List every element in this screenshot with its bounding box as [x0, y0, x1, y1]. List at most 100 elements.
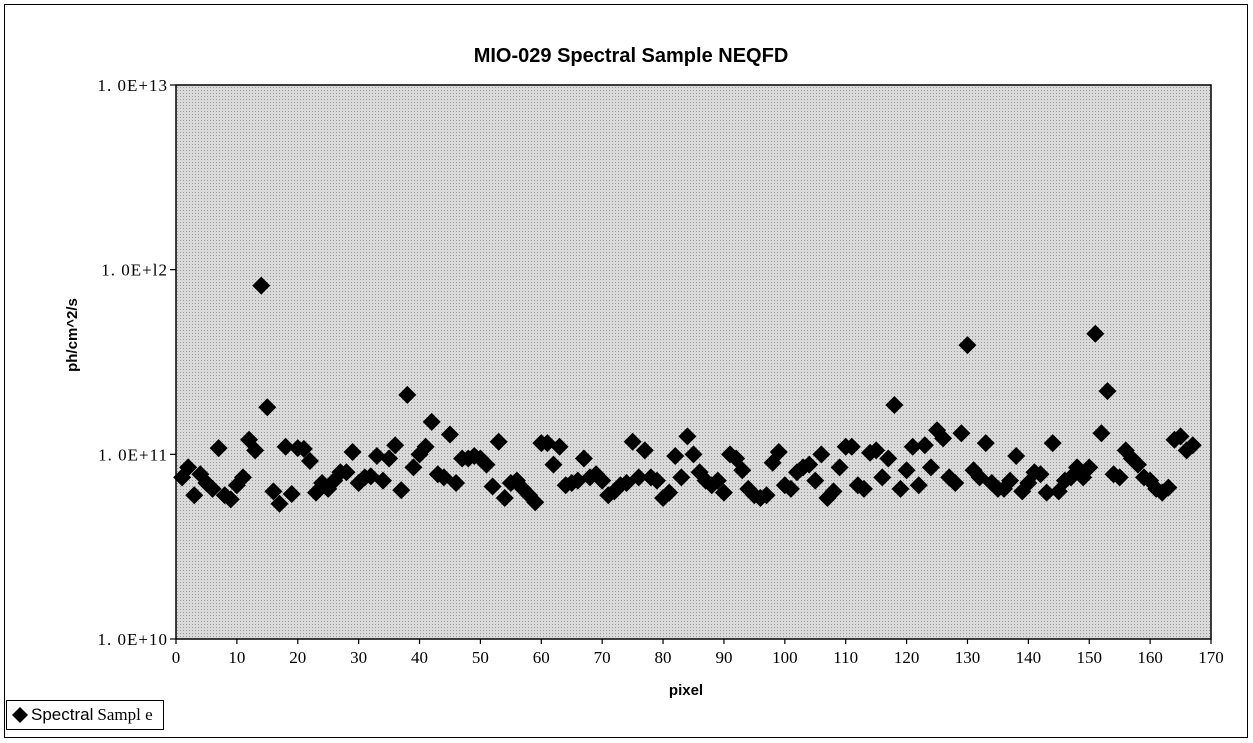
- chart-title: MIO-029 Spectral Sample NEQFD: [474, 45, 789, 67]
- data-point: [1037, 483, 1056, 502]
- data-point: [958, 336, 977, 355]
- data-point: [921, 458, 940, 477]
- x-tick-label: 150: [1076, 648, 1102, 667]
- data-point: [404, 458, 423, 477]
- data-point: [830, 458, 849, 477]
- data-point: [343, 442, 362, 461]
- data-point: [209, 439, 228, 458]
- data-point: [1183, 436, 1202, 455]
- data-point: [879, 449, 898, 468]
- y-axis-title: ph/cm^2/s: [64, 298, 81, 372]
- data-point: [233, 468, 252, 487]
- x-tick-label: 120: [894, 648, 920, 667]
- data-point: [781, 479, 800, 498]
- data-point: [483, 477, 502, 496]
- data-point: [629, 468, 648, 487]
- data-point: [240, 430, 259, 449]
- data-point: [946, 473, 965, 492]
- data-point: [1092, 424, 1111, 443]
- data-point: [1128, 455, 1147, 474]
- data-point: [806, 471, 825, 490]
- legend-marker-diamond-icon: [12, 707, 28, 723]
- data-point: [1031, 465, 1050, 484]
- data-point: [903, 437, 922, 456]
- data-point: [264, 482, 283, 501]
- data-point: [647, 471, 666, 490]
- x-tick-label: 170: [1198, 648, 1224, 667]
- data-point: [386, 436, 405, 455]
- data-point: [300, 452, 319, 471]
- data-point: [915, 436, 934, 455]
- data-point: [179, 458, 198, 477]
- data-point: [380, 449, 399, 468]
- legend: Spectral Sampl e: [6, 700, 164, 730]
- data-point: [203, 479, 222, 498]
- data-point: [800, 455, 819, 474]
- data-point: [867, 441, 886, 460]
- data-point: [934, 429, 953, 448]
- data-point: [374, 471, 392, 490]
- y-tick-label: 1. 0E+10: [98, 630, 168, 649]
- data-point: [593, 471, 612, 490]
- x-tick-label: 10: [228, 648, 245, 667]
- x-tick-label: 20: [289, 648, 306, 667]
- data-point: [812, 445, 831, 464]
- x-tick-label: 140: [1016, 648, 1042, 667]
- x-tick-label: 110: [833, 648, 858, 667]
- data-point: [733, 461, 752, 480]
- data-point: [1098, 382, 1117, 401]
- x-tick-label: 90: [715, 648, 732, 667]
- data-point: [1159, 478, 1178, 497]
- data-point: [246, 441, 265, 460]
- data-point: [392, 481, 411, 500]
- x-tick-label: 80: [655, 648, 672, 667]
- data-point: [422, 412, 441, 431]
- data-point: [714, 483, 733, 502]
- data-point: [574, 449, 593, 468]
- data-point: [1001, 471, 1020, 490]
- data-point: [757, 486, 776, 505]
- data-point: [1110, 468, 1129, 487]
- y-tick-label: 1. 0E+11: [98, 445, 168, 464]
- x-tick-label: 50: [472, 648, 489, 667]
- data-point: [842, 437, 861, 456]
- data-point: [976, 434, 995, 453]
- data-point: [909, 476, 928, 495]
- data-point: [282, 484, 301, 503]
- y-tick-label: 1. 0E+l2: [101, 261, 168, 280]
- x-tick-label: 100: [772, 648, 798, 667]
- plot-area: [175, 84, 1212, 640]
- data-point: [678, 427, 697, 446]
- data-point: [416, 437, 435, 456]
- x-tick-label: 40: [411, 648, 428, 667]
- data-point: [873, 468, 892, 487]
- data-point: [495, 489, 514, 508]
- x-tick-label: 0: [172, 648, 181, 667]
- data-point: [447, 473, 466, 492]
- data-point: [1007, 446, 1026, 465]
- data-point: [550, 437, 569, 456]
- data-point: [952, 424, 971, 443]
- x-axis-title: pixel: [669, 682, 703, 699]
- y-tick-label: 1. 0E+13: [98, 76, 168, 95]
- data-point: [897, 461, 916, 480]
- data-point: [185, 486, 204, 505]
- data-point: [252, 276, 271, 295]
- data-point: [294, 439, 313, 458]
- legend-label-b: Sampl e: [97, 705, 153, 724]
- x-tick-label: 60: [533, 648, 550, 667]
- data-point: [891, 479, 910, 498]
- data-point: [544, 455, 563, 474]
- data-point: [477, 455, 496, 474]
- data-point: [623, 432, 642, 451]
- data-point: [489, 432, 508, 451]
- data-point: [824, 482, 843, 501]
- data-point: [270, 494, 289, 513]
- data-point: [221, 490, 240, 509]
- x-tick-label: 130: [955, 648, 981, 667]
- data-point: [708, 471, 727, 490]
- data-point: [885, 395, 904, 414]
- x-tick-label: 30: [350, 648, 367, 667]
- data-point: [398, 385, 417, 404]
